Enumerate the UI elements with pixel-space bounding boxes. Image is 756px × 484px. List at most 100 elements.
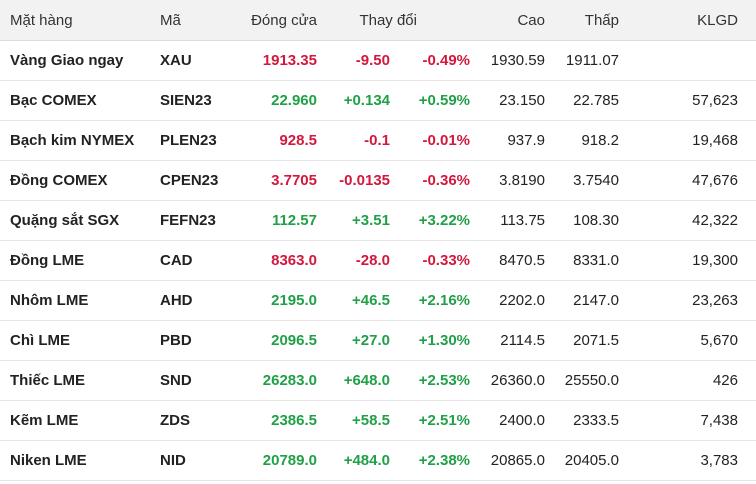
commodity-code: XAU bbox=[160, 52, 192, 69]
header-code[interactable]: Mã bbox=[160, 11, 181, 29]
commodity-code: PBD bbox=[160, 332, 192, 349]
low-price: 2071.5 bbox=[573, 332, 619, 349]
table-body: Vàng Giao ngay XAU 1913.35 -9.50 -0.49% 1930.… bbox=[0, 41, 756, 481]
table-row[interactable]: Vàng Giao ngay XAU 1913.35 -9.50 -0.49% 1930.… bbox=[0, 41, 756, 81]
commodity-code: CPEN23 bbox=[160, 172, 219, 189]
trading-volume: 47,676 bbox=[692, 172, 738, 189]
trading-volume: 7,438 bbox=[700, 412, 738, 429]
high-price: 937.9 bbox=[507, 132, 545, 149]
high-price: 20865.0 bbox=[490, 452, 545, 469]
high-price: 113.75 bbox=[500, 212, 545, 229]
trading-volume: 426 bbox=[712, 372, 738, 389]
close-price: 2096.5 bbox=[271, 332, 317, 349]
commodity-name: Niken LME bbox=[10, 452, 87, 469]
table-row[interactable]: Chì LME PBD 2096.5 +27.0 +1.30% 2114.5 2071.5 5… bbox=[0, 321, 756, 361]
trading-volume: 57,623 bbox=[692, 92, 738, 109]
low-price: 1911.07 bbox=[565, 52, 619, 69]
table-row[interactable]: Thiếc LME SND 26283.0 +648.0 +2.53% 26360.0 25… bbox=[0, 361, 756, 401]
price-change: +58.5 bbox=[352, 412, 390, 429]
close-price: 928.5 bbox=[279, 132, 317, 149]
price-change: +3.51 bbox=[352, 212, 390, 229]
table-row[interactable]: Đồng LME CAD 8363.0 -28.0 -0.33% 8470.5 8331.0… bbox=[0, 241, 756, 281]
low-price: 2333.5 bbox=[573, 412, 619, 429]
price-change: +648.0 bbox=[343, 372, 390, 389]
commodity-name: Bạch kim NYMEX bbox=[10, 132, 135, 149]
table-row[interactable]: Bạch kim NYMEX PLEN23 928.5 -0.1 -0.01% 937.9… bbox=[0, 121, 756, 161]
header-name[interactable]: Mặt hàng bbox=[10, 11, 73, 29]
trading-volume: 5,670 bbox=[700, 332, 738, 349]
commodity-name: Nhôm LME bbox=[10, 292, 89, 309]
trading-volume: 3,783 bbox=[700, 452, 738, 469]
percent-change: -0.49% bbox=[422, 52, 470, 69]
percent-change: +2.51% bbox=[418, 412, 470, 429]
close-price: 20789.0 bbox=[262, 452, 317, 469]
price-change: +484.0 bbox=[343, 452, 390, 469]
percent-change: +3.22% bbox=[418, 212, 470, 229]
percent-change: +2.16% bbox=[418, 292, 470, 309]
percent-change: -0.01% bbox=[422, 132, 470, 149]
commodity-name: Chì LME bbox=[10, 332, 70, 349]
trading-volume: 19,300 bbox=[692, 252, 738, 269]
price-change: +27.0 bbox=[352, 332, 390, 349]
high-price: 2400.0 bbox=[499, 412, 545, 429]
commodity-code: AHD bbox=[160, 292, 193, 309]
close-price: 112.57 bbox=[271, 212, 317, 229]
commodity-code: FEFN23 bbox=[160, 212, 216, 229]
high-price: 3.8190 bbox=[499, 172, 545, 189]
low-price: 22.785 bbox=[573, 92, 619, 109]
commodity-code: CAD bbox=[160, 252, 193, 269]
price-change: -0.1 bbox=[364, 132, 390, 149]
high-price: 26360.0 bbox=[490, 372, 545, 389]
price-change: -0.0135 bbox=[339, 172, 390, 189]
high-price: 1930.59 bbox=[490, 52, 545, 69]
header-change[interactable]: Thay đổi bbox=[359, 11, 417, 29]
close-price: 2195.0 bbox=[271, 292, 317, 309]
commodity-code: SND bbox=[160, 372, 192, 389]
close-price: 8363.0 bbox=[271, 252, 317, 269]
table-row[interactable]: Quặng sắt SGX FEFN23 112.57 +3.51 +3.22% 113.… bbox=[0, 201, 756, 241]
table-row[interactable]: Bạc COMEX SIEN23 22.960 +0.134 +0.59% 23.150 2… bbox=[0, 81, 756, 121]
percent-change: +2.53% bbox=[418, 372, 470, 389]
percent-change: +0.59% bbox=[418, 92, 470, 109]
commodity-name: Bạc COMEX bbox=[10, 92, 97, 109]
price-change: +46.5 bbox=[352, 292, 390, 309]
table-row[interactable]: Niken LME NID 20789.0 +484.0 +2.38% 20865.0 20… bbox=[0, 441, 756, 481]
percent-change: +1.30% bbox=[418, 332, 470, 349]
low-price: 2147.0 bbox=[573, 292, 619, 309]
high-price: 2114.5 bbox=[500, 332, 545, 349]
commodity-name: Vàng Giao ngay bbox=[10, 52, 124, 69]
table-row[interactable]: Nhôm LME AHD 2195.0 +46.5 +2.16% 2202.0 2147.0… bbox=[0, 281, 756, 321]
commodity-code: SIEN23 bbox=[160, 92, 212, 109]
commodity-code: PLEN23 bbox=[160, 132, 217, 149]
trading-volume: 19,468 bbox=[692, 132, 738, 149]
high-price: 2202.0 bbox=[499, 292, 545, 309]
commodity-name: Đồng LME bbox=[10, 252, 85, 269]
percent-change: -0.33% bbox=[422, 252, 470, 269]
low-price: 918.2 bbox=[581, 132, 619, 149]
trading-volume: 23,263 bbox=[692, 292, 738, 309]
commodity-name: Thiếc LME bbox=[10, 372, 86, 389]
percent-change: -0.36% bbox=[422, 172, 470, 189]
close-price: 22.960 bbox=[271, 92, 317, 109]
low-price: 20405.0 bbox=[564, 452, 619, 469]
header-volume[interactable]: KLGD bbox=[697, 11, 738, 29]
header-low[interactable]: Thấp bbox=[584, 11, 619, 29]
table-row[interactable]: Kẽm LME ZDS 2386.5 +58.5 +2.51% 2400.0 2333.5 7… bbox=[0, 401, 756, 441]
high-price: 8470.5 bbox=[499, 252, 545, 269]
table-row[interactable]: Đồng COMEX CPEN23 3.7705 -0.0135 -0.36% 3.819… bbox=[0, 161, 756, 201]
commodity-code: ZDS bbox=[160, 412, 190, 429]
close-price: 3.7705 bbox=[271, 172, 317, 189]
commodity-code: NID bbox=[160, 452, 186, 469]
commodity-name: Đồng COMEX bbox=[10, 172, 108, 189]
header-high[interactable]: Cao bbox=[517, 11, 545, 29]
trading-volume: 42,322 bbox=[692, 212, 738, 229]
high-price: 23.150 bbox=[499, 92, 545, 109]
price-change: +0.134 bbox=[343, 92, 390, 109]
low-price: 108.30 bbox=[573, 212, 619, 229]
close-price: 2386.5 bbox=[271, 412, 317, 429]
price-change: -28.0 bbox=[355, 252, 390, 269]
header-close[interactable]: Đóng cửa bbox=[251, 11, 317, 29]
table-header: Mặt hàng Mã Đóng cửa Thay đổi Cao Thấp K… bbox=[0, 0, 756, 41]
percent-change: +2.38% bbox=[418, 452, 470, 469]
